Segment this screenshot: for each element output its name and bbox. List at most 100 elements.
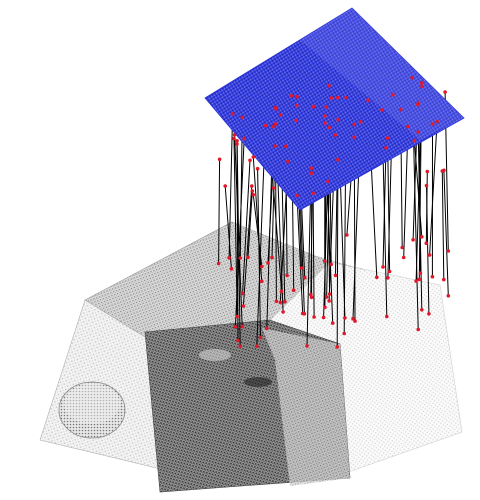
correspondence-line <box>218 159 221 264</box>
source-keypoint <box>240 115 245 120</box>
target-keypoint <box>229 267 234 271</box>
target-keypoint <box>240 291 245 296</box>
source-keypoint <box>430 122 435 126</box>
source-keypoint <box>335 95 340 100</box>
target-keypoint <box>335 345 340 349</box>
target-keypoint <box>424 241 429 245</box>
source-keypoint <box>380 108 384 112</box>
correspondence-line <box>234 138 245 327</box>
target-keypoint <box>241 304 246 308</box>
correspondence-line <box>425 171 428 244</box>
source-keypoint <box>344 95 348 100</box>
target-keypoint <box>274 299 279 304</box>
source-keypoint <box>385 136 390 140</box>
target-keypoint <box>233 325 238 329</box>
target-keypoint <box>385 314 389 319</box>
target-mark-2 <box>244 377 272 387</box>
target-keypoint <box>305 344 309 348</box>
source-keypoint <box>352 122 357 127</box>
target-keypoint <box>321 315 326 320</box>
target-keypoint <box>291 288 296 293</box>
target-keypoint <box>342 331 347 336</box>
target-keypoint <box>285 273 289 278</box>
target-front-strip <box>262 328 350 486</box>
source-keypoint <box>329 96 334 100</box>
source-keypoint <box>250 184 254 188</box>
target-keypoint <box>246 255 250 260</box>
source-keypoint <box>336 117 340 122</box>
target-mark-1 <box>199 349 231 361</box>
correspondence-line <box>233 138 238 317</box>
source-keypoint <box>232 133 237 137</box>
source-keypoint <box>309 171 314 175</box>
target-keypoint <box>400 245 405 250</box>
correspondence-line <box>429 121 438 256</box>
target-keypoint <box>322 259 327 263</box>
correspondence-line <box>242 160 251 294</box>
source-keypoint <box>248 158 252 163</box>
target-keypoint <box>414 279 418 283</box>
source-keypoint <box>295 94 299 99</box>
source-keypoint <box>311 191 315 195</box>
source-keypoint <box>424 183 429 188</box>
target-crater <box>58 381 126 439</box>
source-keypoint <box>273 122 278 126</box>
target-keypoint <box>442 277 446 282</box>
target-keypoint <box>258 335 263 340</box>
source-keypoint <box>311 104 316 109</box>
source-keypoint <box>235 139 239 143</box>
source-keypoint <box>223 184 227 188</box>
source-point-cloud <box>204 7 465 211</box>
source-keypoint <box>412 138 417 143</box>
target-keypoint <box>353 319 357 323</box>
source-keypoint <box>384 146 388 150</box>
correspondence-line <box>224 185 232 269</box>
source-keypoint <box>333 133 338 137</box>
target-keypoint <box>281 310 285 314</box>
target-keypoint <box>386 276 390 280</box>
source-keypoint <box>251 193 256 197</box>
source-keypoint <box>295 103 299 108</box>
source-keypoint <box>278 113 283 117</box>
target-keypoint <box>254 344 259 349</box>
source-keypoint <box>271 186 276 190</box>
target-keypoint <box>420 308 424 312</box>
target-point-cloud <box>39 221 463 493</box>
target-keypoint <box>330 321 335 325</box>
source-keypoint <box>286 159 290 164</box>
source-keypoint <box>242 136 246 141</box>
target-keypoint <box>427 253 432 257</box>
target-keypoint <box>446 249 451 253</box>
target-keypoint <box>416 327 421 332</box>
target-keypoint <box>323 305 327 310</box>
source-keypoint <box>410 76 414 80</box>
correspondence-line <box>228 113 234 258</box>
target-keypoint <box>266 261 270 265</box>
correspondence-line <box>443 170 449 296</box>
source-keypoint <box>366 98 370 103</box>
source-keypoint <box>415 102 420 107</box>
source-plane-highlight <box>300 8 464 140</box>
target-crater-rim <box>64 384 120 424</box>
correspondence-line <box>336 159 339 347</box>
target-keypoint <box>312 315 316 319</box>
source-keypoint <box>230 112 235 116</box>
source-keypoint <box>273 144 277 148</box>
target-keypoint <box>446 294 451 298</box>
correspondence-line <box>257 168 261 338</box>
source-keypoint <box>327 125 332 130</box>
correspondence-line <box>312 193 315 318</box>
source-keypoint <box>251 155 256 159</box>
target-keypoint <box>329 262 334 267</box>
source-keypoint <box>274 107 279 111</box>
source-keypoint <box>324 105 329 109</box>
target-keypoint <box>343 316 347 320</box>
target-keypoint <box>236 338 240 343</box>
source-keypoint <box>416 130 421 134</box>
target-keypoint <box>327 299 331 303</box>
target-keypoint <box>417 277 422 282</box>
target-keypoint <box>283 299 287 304</box>
source-keypoint <box>323 114 327 118</box>
target-keypoint <box>333 273 338 278</box>
